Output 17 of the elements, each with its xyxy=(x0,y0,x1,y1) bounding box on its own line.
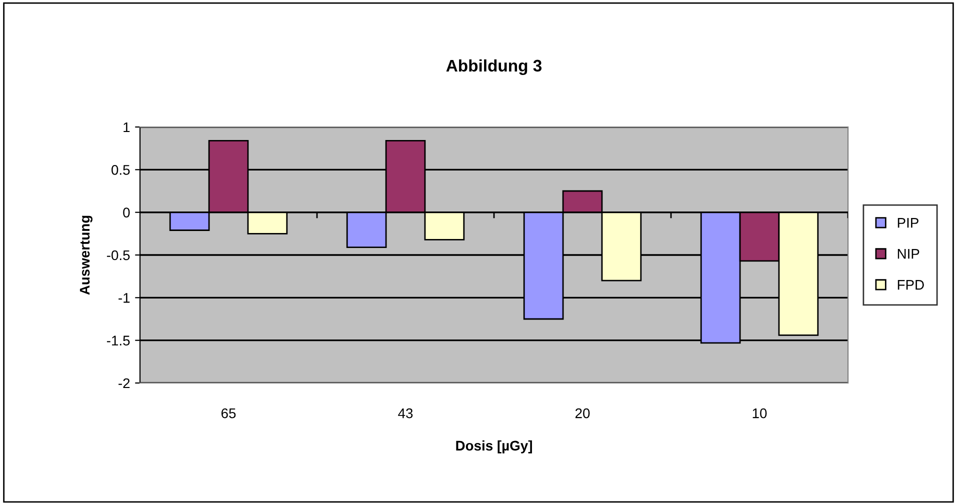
y-tick-label: -1 xyxy=(118,293,130,303)
legend-label: PIP xyxy=(898,218,918,228)
chart-title: Abbildung 3 xyxy=(446,59,542,75)
x-tick-label: 10 xyxy=(752,408,767,418)
y-tick-label: -1.5 xyxy=(106,336,130,346)
x-axis-title: Dosis [µGy] xyxy=(456,440,532,454)
y-tick-label: 0 xyxy=(123,208,130,218)
legend-label: NIP xyxy=(898,249,920,259)
y-tick-label: 0.5 xyxy=(112,165,130,175)
y-tick-label: 1 xyxy=(124,122,130,132)
x-tick-label: 65 xyxy=(221,408,236,418)
y-tick-label: -0.5 xyxy=(106,250,130,260)
x-tick-label: 43 xyxy=(398,408,413,418)
y-axis-title: Auswertung xyxy=(80,216,92,295)
legend-label: FPD xyxy=(898,280,924,290)
x-tick-label: 20 xyxy=(575,408,590,418)
y-tick-label: -2 xyxy=(118,378,130,388)
